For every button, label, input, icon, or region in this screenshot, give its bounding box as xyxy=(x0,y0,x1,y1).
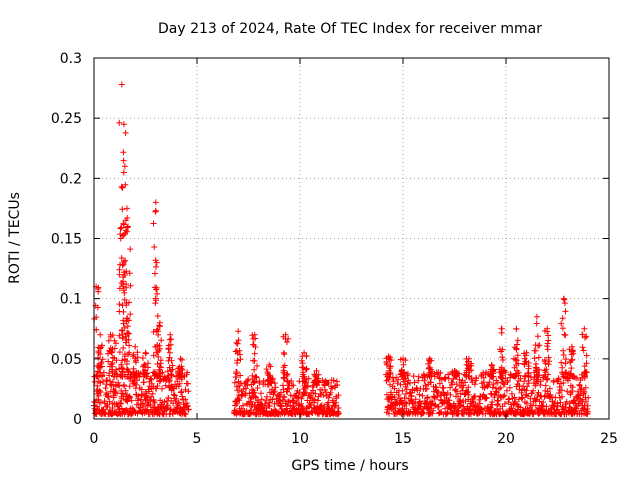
plot-frame xyxy=(93,57,610,420)
axis-ticks: 0 5 10 15 20 25 0 0.05 0.1 0.15 0.2 0.25 0.3 xyxy=(51,51,618,447)
y-tick-label: 0.25 xyxy=(51,111,82,127)
chart-title: Day 213 of 2024, Rate Of TEC Index for r… xyxy=(158,21,542,37)
x-tick-label: 15 xyxy=(394,431,412,447)
y-tick-label: 0.05 xyxy=(51,352,82,368)
roti-point-markers xyxy=(91,81,592,418)
grid-lines xyxy=(94,58,609,419)
y-tick-label: 0.15 xyxy=(51,232,82,248)
y-tick-label: 0.3 xyxy=(60,51,82,67)
x-tick-label: 5 xyxy=(193,431,202,447)
y-tick-label: 0.2 xyxy=(60,171,82,187)
x-tick-label: 10 xyxy=(291,431,309,447)
y-tick-label: 0.1 xyxy=(60,292,82,308)
x-axis-label: GPS time / hours xyxy=(291,458,408,474)
y-axis-label: ROTI / TECUs xyxy=(7,192,23,284)
data-points xyxy=(91,81,592,418)
x-tick-label: 0 xyxy=(90,431,99,447)
x-tick-label: 25 xyxy=(600,431,618,447)
y-tick-label: 0 xyxy=(73,412,82,428)
x-tick-label: 20 xyxy=(497,431,515,447)
